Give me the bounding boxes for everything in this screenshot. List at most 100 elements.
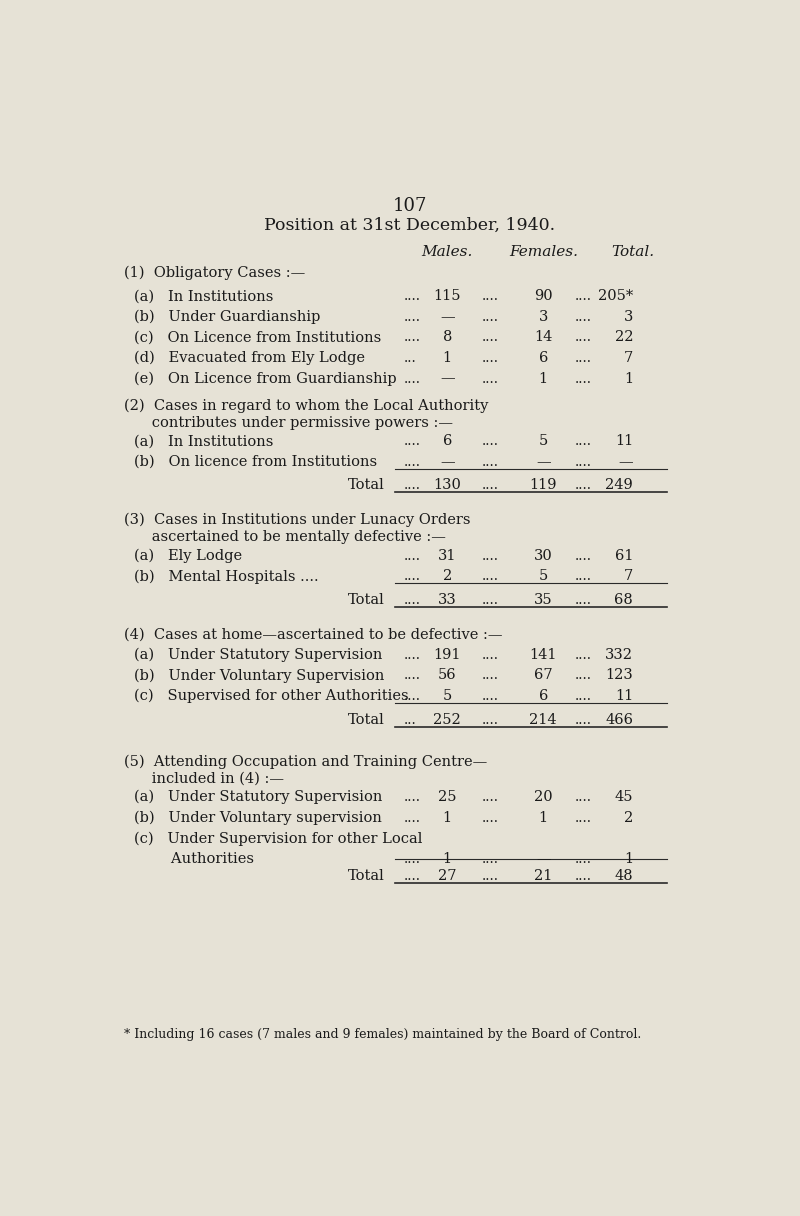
Text: ....: ....: [404, 310, 421, 323]
Text: ....: ....: [574, 714, 591, 727]
Text: 20: 20: [534, 790, 553, 804]
Text: (c)   On Licence from Institutions: (c) On Licence from Institutions: [134, 331, 382, 344]
Text: —: —: [618, 455, 634, 469]
Text: 214: 214: [530, 714, 557, 727]
Text: ....: ....: [482, 569, 498, 584]
Text: ....: ....: [404, 868, 421, 883]
Text: ....: ....: [404, 331, 421, 344]
Text: (a)   In Institutions: (a) In Institutions: [134, 289, 274, 303]
Text: 332: 332: [606, 648, 634, 662]
Text: 45: 45: [614, 790, 634, 804]
Text: ....: ....: [574, 434, 591, 449]
Text: ...: ...: [404, 351, 417, 365]
Text: 33: 33: [438, 592, 457, 607]
Text: 3: 3: [624, 310, 634, 323]
Text: (4)  Cases at home—ascertained to be defective :—: (4) Cases at home—ascertained to be defe…: [123, 627, 502, 641]
Text: 31: 31: [438, 548, 457, 563]
Text: (3)  Cases in Institutions under Lunacy Orders: (3) Cases in Institutions under Lunacy O…: [123, 513, 470, 528]
Text: (b)   On licence from Institutions: (b) On licence from Institutions: [134, 455, 378, 469]
Text: 123: 123: [606, 669, 634, 682]
Text: 1: 1: [624, 372, 634, 385]
Text: ....: ....: [482, 592, 498, 607]
Text: 67: 67: [534, 669, 553, 682]
Text: ....: ....: [574, 372, 591, 385]
Text: 7: 7: [624, 351, 634, 365]
Text: 90: 90: [534, 289, 553, 303]
Text: 119: 119: [530, 478, 557, 492]
Text: ....: ....: [482, 669, 498, 682]
Text: Total: Total: [348, 714, 385, 727]
Text: 249: 249: [606, 478, 634, 492]
Text: ....: ....: [574, 689, 591, 703]
Text: —: —: [440, 310, 454, 323]
Text: 5: 5: [538, 569, 548, 584]
Text: 252: 252: [434, 714, 461, 727]
Text: ....: ....: [574, 310, 591, 323]
Text: (a)   Under Statutory Supervision: (a) Under Statutory Supervision: [134, 790, 382, 805]
Text: ....: ....: [404, 569, 421, 584]
Text: (b)   Mental Hospitals ....: (b) Mental Hospitals ....: [134, 569, 318, 584]
Text: 5: 5: [442, 689, 452, 703]
Text: ....: ....: [574, 852, 591, 866]
Text: (c)   Under Supervision for other Local: (c) Under Supervision for other Local: [134, 832, 422, 845]
Text: (a)   Under Statutory Supervision: (a) Under Statutory Supervision: [134, 648, 382, 663]
Text: 27: 27: [438, 868, 457, 883]
Text: included in (4) :—: included in (4) :—: [123, 771, 283, 786]
Text: ....: ....: [574, 669, 591, 682]
Text: 48: 48: [614, 868, 634, 883]
Text: ....: ....: [404, 790, 421, 804]
Text: ....: ....: [404, 455, 421, 469]
Text: ....: ....: [482, 689, 498, 703]
Text: ....: ....: [574, 331, 591, 344]
Text: 115: 115: [434, 289, 461, 303]
Text: 6: 6: [442, 434, 452, 449]
Text: ....: ....: [404, 548, 421, 563]
Text: (b)   Under Guardianship: (b) Under Guardianship: [134, 310, 321, 325]
Text: (5)  Attending Occupation and Training Centre—: (5) Attending Occupation and Training Ce…: [123, 754, 487, 769]
Text: ....: ....: [404, 669, 421, 682]
Text: ....: ....: [404, 811, 421, 824]
Text: ....: ....: [482, 714, 498, 727]
Text: —: —: [440, 372, 454, 385]
Text: 107: 107: [393, 197, 427, 215]
Text: 11: 11: [615, 434, 634, 449]
Text: ....: ....: [482, 548, 498, 563]
Text: 25: 25: [438, 790, 457, 804]
Text: ascertained to be mentally defective :—: ascertained to be mentally defective :—: [123, 530, 446, 544]
Text: ....: ....: [574, 455, 591, 469]
Text: 21: 21: [534, 868, 553, 883]
Text: 6: 6: [538, 351, 548, 365]
Text: (b)   Under Voluntary supervision: (b) Under Voluntary supervision: [134, 811, 382, 826]
Text: 3: 3: [538, 310, 548, 323]
Text: ....: ....: [482, 310, 498, 323]
Text: 1: 1: [624, 852, 634, 866]
Text: (c)   Supervised for other Authorities: (c) Supervised for other Authorities: [134, 689, 409, 703]
Text: ....: ....: [574, 569, 591, 584]
Text: ....: ....: [574, 790, 591, 804]
Text: Total: Total: [348, 868, 385, 883]
Text: Total.: Total.: [612, 246, 654, 259]
Text: 68: 68: [614, 592, 634, 607]
Text: 2: 2: [624, 811, 634, 824]
Text: 205*: 205*: [598, 289, 634, 303]
Text: (b)   Under Voluntary Supervision: (b) Under Voluntary Supervision: [134, 669, 385, 682]
Text: Position at 31st December, 1940.: Position at 31st December, 1940.: [265, 218, 555, 235]
Text: 14: 14: [534, 331, 553, 344]
Text: 5: 5: [538, 434, 548, 449]
Text: Total: Total: [348, 592, 385, 607]
Text: ....: ....: [482, 351, 498, 365]
Text: * Including 16 cases (7 males and 9 females) maintained by the Board of Control.: * Including 16 cases (7 males and 9 fema…: [123, 1028, 641, 1041]
Text: ....: ....: [404, 478, 421, 492]
Text: 466: 466: [606, 714, 634, 727]
Text: 141: 141: [530, 648, 557, 662]
Text: 8: 8: [442, 331, 452, 344]
Text: (e)   On Licence from Guardianship: (e) On Licence from Guardianship: [134, 372, 397, 385]
Text: ....: ....: [482, 372, 498, 385]
Text: ....: ....: [404, 852, 421, 866]
Text: ....: ....: [574, 289, 591, 303]
Text: 2: 2: [442, 569, 452, 584]
Text: ...: ...: [404, 714, 417, 727]
Text: (1)  Obligatory Cases :—: (1) Obligatory Cases :—: [123, 266, 305, 280]
Text: ....: ....: [404, 648, 421, 662]
Text: Males.: Males.: [422, 246, 473, 259]
